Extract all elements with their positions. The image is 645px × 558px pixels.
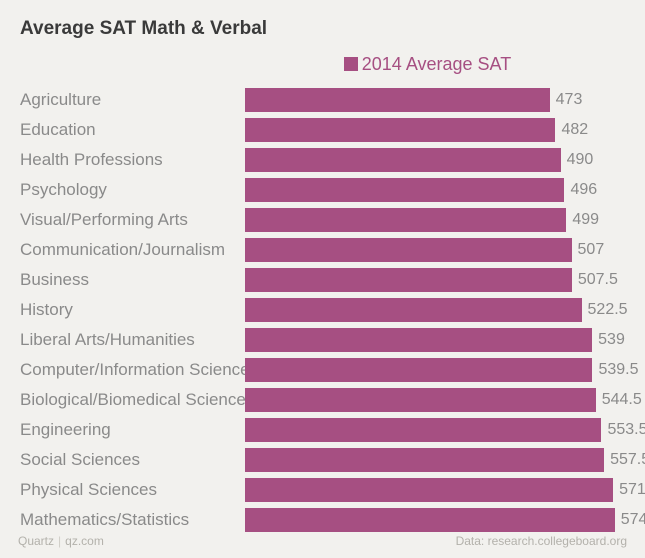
value-label: 544.5 bbox=[602, 391, 642, 409]
bar bbox=[245, 118, 555, 142]
category-label: Mathematics/Statistics bbox=[20, 510, 245, 530]
chart-container: Average SAT Math & Verbal 2014 Average S… bbox=[0, 0, 645, 535]
bar-row: Agriculture 473 bbox=[20, 85, 625, 115]
category-label: Physical Sciences bbox=[20, 480, 245, 500]
category-label: Engineering bbox=[20, 420, 245, 440]
bar bbox=[245, 208, 566, 232]
bar bbox=[245, 328, 592, 352]
category-label: Business bbox=[20, 270, 245, 290]
bar-area: 496 bbox=[245, 178, 625, 202]
value-label: 482 bbox=[561, 121, 588, 139]
bar-area: 482 bbox=[245, 118, 625, 142]
category-label: Health Professions bbox=[20, 150, 245, 170]
legend-label: 2014 Average SAT bbox=[362, 54, 511, 74]
bar bbox=[245, 88, 550, 112]
footer-source-name: Quartz bbox=[18, 534, 54, 548]
bar-area: 574 bbox=[245, 508, 645, 532]
bar bbox=[245, 358, 592, 382]
footer-sep: | bbox=[58, 534, 61, 548]
bar-area: 522.5 bbox=[245, 298, 628, 322]
category-label: Biological/Biomedical Sciences bbox=[20, 390, 245, 410]
bar-row: Health Professions 490 bbox=[20, 145, 625, 175]
bar-area: 490 bbox=[245, 148, 625, 172]
bar-row: Psychology 496 bbox=[20, 175, 625, 205]
value-label: 539 bbox=[598, 331, 625, 349]
category-label: Agriculture bbox=[20, 90, 245, 110]
legend-swatch bbox=[344, 57, 358, 71]
chart-rows: Agriculture 473 Education 482 Health Profess… bbox=[20, 85, 625, 535]
value-label: 496 bbox=[570, 181, 597, 199]
bar-row: Communication/Journalism 507 bbox=[20, 235, 625, 265]
category-label: Visual/Performing Arts bbox=[20, 210, 245, 230]
bar-row: Social Sciences557.5 bbox=[20, 445, 625, 475]
bar-row: Business 507.5 bbox=[20, 265, 625, 295]
value-label: 507.5 bbox=[578, 271, 618, 289]
category-label: Computer/Information Sciences bbox=[20, 360, 245, 380]
value-label: 553.5 bbox=[607, 421, 645, 439]
bar-area: 507 bbox=[245, 238, 625, 262]
value-label: 574 bbox=[621, 511, 645, 529]
footer-data-credit: Data: research.collegeboard.org bbox=[456, 534, 627, 548]
value-label: 571.5 bbox=[619, 481, 645, 499]
bar-area: 544.5 bbox=[245, 388, 642, 412]
value-label: 473 bbox=[556, 91, 583, 109]
bar bbox=[245, 148, 561, 172]
bar bbox=[245, 298, 582, 322]
category-label: History bbox=[20, 300, 245, 320]
bar-area: 571.5 bbox=[245, 478, 645, 502]
category-label: Social Sciences bbox=[20, 450, 245, 470]
bar bbox=[245, 178, 564, 202]
bar-row: Mathematics/Statistics574 bbox=[20, 505, 625, 535]
category-label: Communication/Journalism bbox=[20, 240, 245, 260]
bar-row: Visual/Performing Arts 499 bbox=[20, 205, 625, 235]
bar bbox=[245, 268, 572, 292]
bar bbox=[245, 448, 604, 472]
bar-area: 553.5 bbox=[245, 418, 645, 442]
bar-row: Physical Sciences571.5 bbox=[20, 475, 625, 505]
bar-area: 539 bbox=[245, 328, 625, 352]
bar-area: 507.5 bbox=[245, 268, 625, 292]
bar-area: 473 bbox=[245, 88, 625, 112]
value-label: 499 bbox=[572, 211, 599, 229]
bar-row: Biological/Biomedical Sciences544.5 bbox=[20, 385, 625, 415]
chart-title: Average SAT Math & Verbal bbox=[20, 18, 625, 40]
value-label: 557.5 bbox=[610, 451, 645, 469]
value-label: 507 bbox=[578, 241, 605, 259]
bar-area: 539.5 bbox=[245, 358, 639, 382]
bar-row: Engineering553.5 bbox=[20, 415, 625, 445]
category-label: Education bbox=[20, 120, 245, 140]
bar-area: 499 bbox=[245, 208, 625, 232]
bar-area: 557.5 bbox=[245, 448, 645, 472]
footer-source: Quartz | qz.com bbox=[18, 534, 104, 548]
value-label: 522.5 bbox=[588, 301, 628, 319]
category-label: Liberal Arts/Humanities bbox=[20, 330, 245, 350]
bar-row: Computer/Information Sciences539.5 bbox=[20, 355, 625, 385]
bar-row: History 522.5 bbox=[20, 295, 625, 325]
bar-row: Education 482 bbox=[20, 115, 625, 145]
footer-source-url: qz.com bbox=[65, 534, 104, 548]
category-label: Psychology bbox=[20, 180, 245, 200]
bar bbox=[245, 478, 613, 502]
bar bbox=[245, 508, 615, 532]
bar bbox=[245, 418, 601, 442]
bar-row: Liberal Arts/Humanities 539 bbox=[20, 325, 625, 355]
chart-footer: Quartz | qz.com Data: research.collegeboar… bbox=[0, 534, 645, 548]
value-label: 539.5 bbox=[598, 361, 638, 379]
chart-legend: 2014 Average SAT bbox=[230, 54, 625, 75]
value-label: 490 bbox=[567, 151, 594, 169]
bar bbox=[245, 388, 596, 412]
bar bbox=[245, 238, 572, 262]
